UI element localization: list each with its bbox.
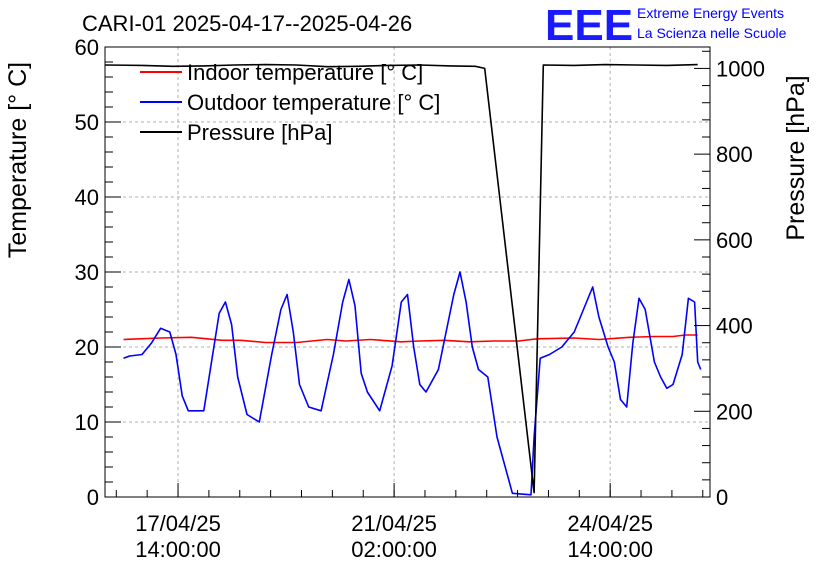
eee-logo: EEE Extreme Energy Events La Scienza nel… xyxy=(545,1,787,50)
logo-mark: EEE xyxy=(545,1,633,50)
x-tick-label-time: 14:00:00 xyxy=(135,537,221,562)
x-axis-ticks: 17/04/2514:00:0021/04/2502:00:0024/04/25… xyxy=(115,483,704,562)
y2-tick-label: 400 xyxy=(716,314,753,339)
logo-line2: La Scienza nelle Scuole xyxy=(637,25,787,41)
y-tick-label: 20 xyxy=(75,335,99,360)
y2-tick-label: 0 xyxy=(716,485,728,510)
y2-axis-ticks: 0 200 400 600 800 1000 xyxy=(694,50,765,510)
legend: Indoor temperature [° C] Outdoor temperat… xyxy=(140,60,440,145)
y-tick-label: 10 xyxy=(75,410,99,435)
y-axis-ticks: 0 10 20 30 40 50 60 xyxy=(75,35,121,510)
grid-lines xyxy=(105,47,710,497)
legend-label-pressure: Pressure [hPa] xyxy=(187,120,333,145)
y-tick-label: 0 xyxy=(87,485,99,510)
y-tick-label: 40 xyxy=(75,185,99,210)
x-tick-label-date: 17/04/25 xyxy=(135,511,221,536)
y2-tick-label: 600 xyxy=(716,228,753,253)
y-tick-label: 30 xyxy=(75,260,99,285)
y-tick-label: 50 xyxy=(75,110,99,135)
series-line-indoor xyxy=(123,334,698,344)
y2-tick-label: 200 xyxy=(716,399,753,424)
series-line-outdoor xyxy=(123,271,702,496)
x-tick-label-time: 02:00:00 xyxy=(351,537,437,562)
logo-line1: Extreme Energy Events xyxy=(637,5,784,21)
x-tick-label-date: 21/04/25 xyxy=(351,511,437,536)
x-tick-label-time: 14:00:00 xyxy=(567,537,653,562)
y2-axis-title: Pressure [hPa] xyxy=(782,75,810,240)
y2-tick-label: 1000 xyxy=(716,56,765,81)
series-line-pressure xyxy=(104,63,698,494)
y-tick-label: 60 xyxy=(75,35,99,60)
x-tick-label-date: 24/04/25 xyxy=(567,511,653,536)
y2-tick-label: 800 xyxy=(716,142,753,167)
legend-label-indoor: Indoor temperature [° C] xyxy=(187,60,423,85)
plot-area xyxy=(104,63,702,496)
chart-title: CARI-01 2025-04-17--2025-04-26 xyxy=(82,11,412,36)
y-axis-title: Temperature [° C] xyxy=(4,62,32,258)
legend-label-outdoor: Outdoor temperature [° C] xyxy=(187,90,440,115)
